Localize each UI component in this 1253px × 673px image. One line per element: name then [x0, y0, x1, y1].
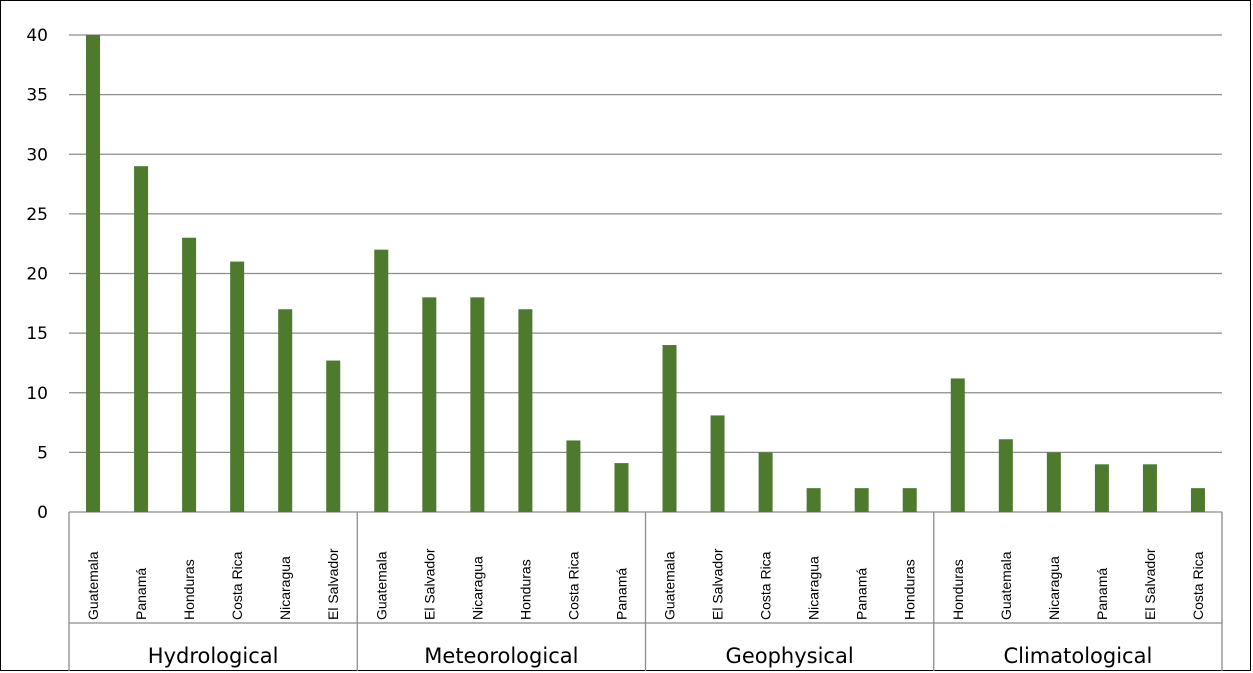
bar-geophysical-guatemala — [662, 345, 677, 512]
x-category-label: El Salvador — [1142, 548, 1158, 620]
x-category-label: Nicaragua — [469, 556, 485, 620]
bar-hydrological-costa-rica — [230, 261, 245, 512]
bar-hydrological-honduras — [182, 237, 197, 512]
x-category-label: Guatemala — [662, 551, 678, 620]
y-tick-label: 15 — [26, 324, 48, 344]
bar-hydrological-nicaragua — [278, 309, 293, 512]
y-tick-label: 10 — [26, 384, 48, 404]
y-tick-label: 20 — [26, 265, 48, 285]
x-category-label: El Salvador — [710, 548, 726, 620]
y-tick-label: 25 — [26, 205, 48, 225]
y-tick-label: 30 — [26, 145, 48, 165]
bar-climatological-costa-rica — [1190, 488, 1205, 512]
bar-meteorological-panamá — [614, 463, 629, 512]
x-category-label: Costa Rica — [758, 551, 774, 620]
x-category-label: Honduras — [181, 559, 197, 620]
x-category-label: Panamá — [613, 568, 629, 620]
y-tick-label: 0 — [37, 503, 48, 523]
bar-climatological-honduras — [950, 378, 965, 512]
x-category-label: El Salvador — [421, 548, 437, 620]
bar-geophysical-nicaragua — [806, 488, 821, 512]
bar-geophysical-panamá — [854, 488, 869, 512]
x-category-label: Honduras — [517, 559, 533, 620]
bar-hydrological-el-salvador — [326, 360, 341, 512]
group-label-meteorological: Meteorological — [424, 644, 578, 668]
bar-meteorological-honduras — [518, 309, 533, 512]
x-category-label: Honduras — [950, 559, 966, 620]
y-tick-label: 35 — [26, 86, 48, 106]
x-category-label: Panamá — [1094, 568, 1110, 620]
x-category-label: Nicaragua — [806, 556, 822, 620]
group-label-geophysical: Geophysical — [726, 644, 854, 668]
bar-meteorological-costa-rica — [566, 440, 581, 512]
x-category-label: Costa Rica — [565, 551, 581, 620]
bar-climatological-el-salvador — [1142, 464, 1157, 512]
bar-meteorological-nicaragua — [470, 297, 485, 512]
bar-geophysical-costa-rica — [758, 452, 773, 512]
x-category-label: Guatemala — [373, 551, 389, 620]
bar-climatological-panamá — [1094, 464, 1109, 512]
bar-climatological-nicaragua — [1046, 452, 1061, 512]
x-category-label: Guatemala — [998, 551, 1014, 620]
group-label-hydrological: Hydrological — [148, 644, 279, 668]
bar-meteorological-guatemala — [374, 249, 389, 512]
bar-meteorological-el-salvador — [422, 297, 437, 512]
group-label-climatological: Climatological — [1003, 644, 1152, 668]
x-category-label: Panamá — [133, 568, 149, 620]
x-category-label: Nicaragua — [1046, 556, 1062, 620]
x-category-label: Costa Rica — [1190, 551, 1206, 620]
bar-climatological-guatemala — [998, 439, 1013, 512]
bar-hydrological-guatemala — [86, 35, 101, 512]
x-category-label: El Salvador — [325, 548, 341, 620]
bar-geophysical-el-salvador — [710, 415, 725, 512]
x-category-label: Nicaragua — [277, 556, 293, 620]
x-category-label: Guatemala — [85, 551, 101, 620]
y-tick-label: 5 — [37, 443, 48, 463]
x-category-label: Panamá — [854, 568, 870, 620]
y-tick-label: 40 — [26, 26, 48, 46]
x-category-label: Costa Rica — [229, 551, 245, 620]
bar-geophysical-honduras — [902, 488, 917, 512]
bar-hydrological-panamá — [134, 166, 149, 513]
x-category-label: Honduras — [902, 559, 918, 620]
